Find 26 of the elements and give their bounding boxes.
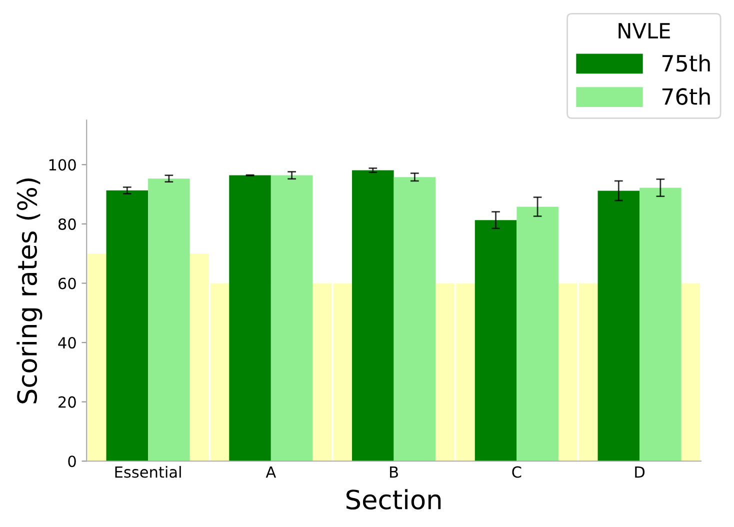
y-axis-title: Scoring rates (%): [16, 178, 42, 404]
bar: [640, 188, 682, 462]
x-tick-label: A: [266, 466, 276, 478]
bar: [598, 190, 640, 462]
x-tick-label: B: [390, 466, 398, 478]
y-tick-label: 100: [49, 159, 76, 171]
bar: [352, 170, 394, 462]
x-tick-label: D: [635, 466, 645, 478]
bar: [394, 177, 436, 462]
bar: [474, 220, 517, 462]
legend-label: 76th: [662, 88, 710, 105]
y-tick-label: 80: [58, 218, 76, 230]
bar: [270, 175, 313, 462]
legend-label: 75th: [662, 54, 710, 72]
y-tick-label: 0: [68, 456, 76, 468]
x-tick-label: C: [512, 466, 522, 478]
x-tick-label: Essential: [115, 466, 181, 478]
bar: [106, 190, 148, 462]
y-tick-label: 60: [58, 278, 76, 290]
bar: [516, 206, 558, 462]
bar: [148, 178, 190, 462]
y-tick-label: 40: [58, 336, 76, 349]
bar: [229, 175, 271, 462]
legend-title: NVLE: [618, 23, 670, 38]
x-axis-title: Section: [346, 489, 441, 510]
y-tick-label: 20: [58, 396, 76, 408]
